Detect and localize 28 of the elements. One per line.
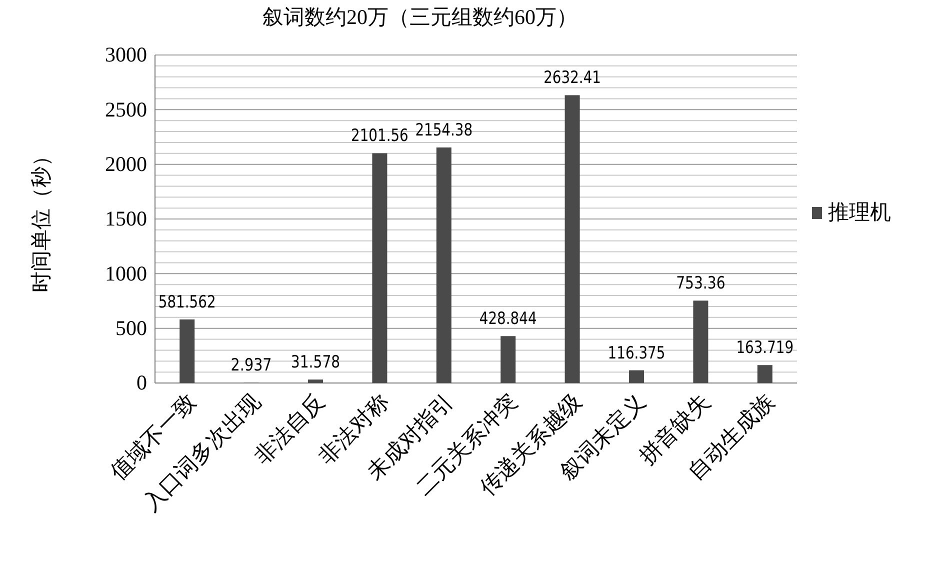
data-label: 31.578 <box>290 352 350 373</box>
legend-label: 推理机 <box>828 200 891 224</box>
bar <box>564 95 580 383</box>
bar <box>180 319 195 383</box>
bar <box>500 336 516 383</box>
data-label: 163.719 <box>736 338 807 358</box>
bar <box>757 365 772 383</box>
bar <box>308 380 323 383</box>
bar <box>372 153 388 383</box>
data-label: 116.375 <box>608 343 678 364</box>
y-tick-label: 2500 <box>105 97 147 122</box>
data-label: 2.937 <box>230 356 280 376</box>
y-tick-label: 3000 <box>105 42 147 67</box>
chart-title: 叙词数约20万（三元组数约60万） <box>262 5 578 29</box>
data-label: 2632.41 <box>544 68 614 88</box>
bar <box>629 370 644 383</box>
bar <box>436 147 452 383</box>
bar <box>693 300 708 383</box>
data-label: 581.562 <box>158 292 229 312</box>
y-axis-title: 时间单位（秒） <box>29 146 53 292</box>
y-tick-label: 2000 <box>105 152 147 176</box>
y-tick-label: 500 <box>116 316 147 340</box>
data-label: 753.36 <box>676 274 736 294</box>
y-tick-label: 1000 <box>105 261 147 286</box>
data-label: 428.844 <box>479 309 550 330</box>
y-tick-label: 0 <box>136 370 147 395</box>
y-tick-label: 1500 <box>105 206 147 231</box>
data-label: 2154.38 <box>415 120 486 140</box>
